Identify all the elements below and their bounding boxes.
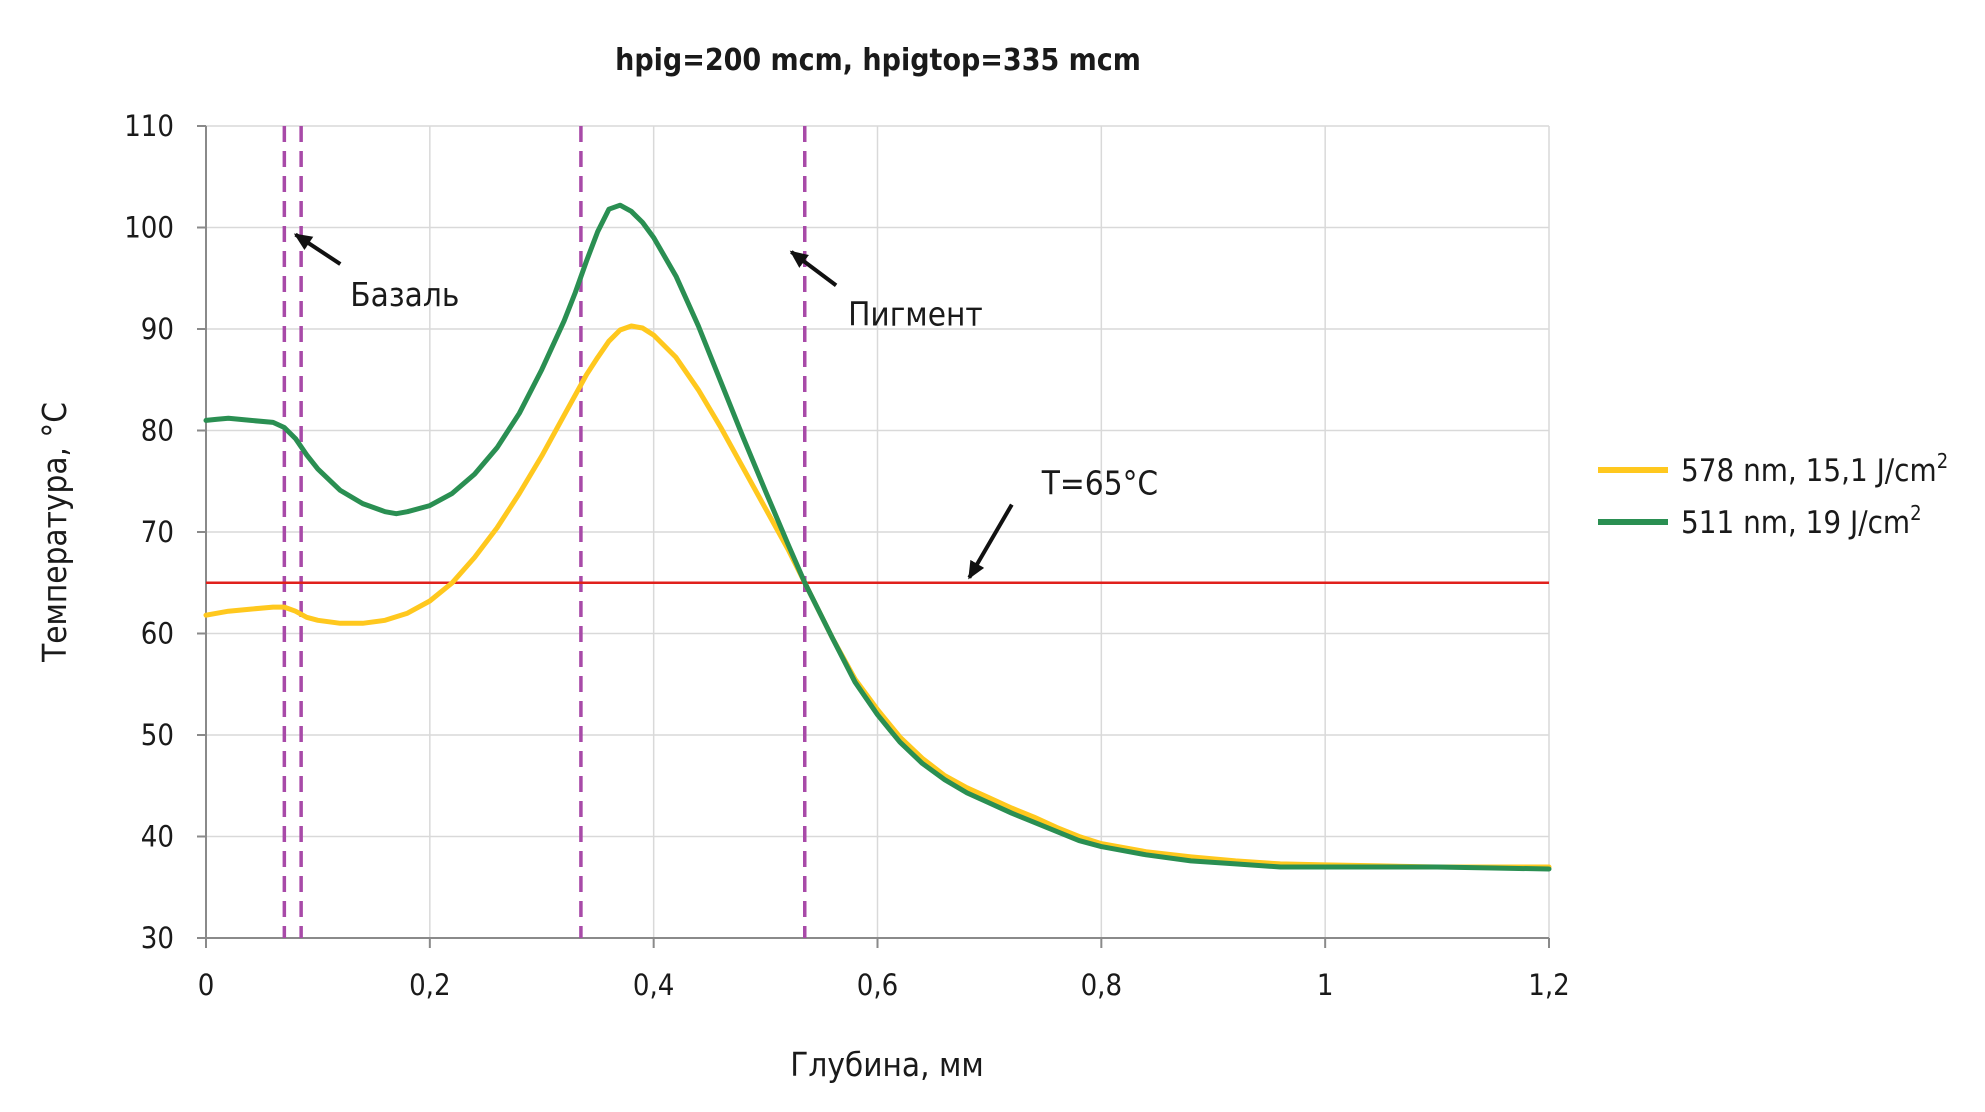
x-tick-label: 0 [198, 968, 215, 1002]
x-tick-label: 0,4 [633, 968, 674, 1002]
x-tick-label: 1 [1317, 968, 1334, 1002]
annotations: Базаль Пигмент T=65°C [293, 232, 1158, 580]
series-line-2 [203, 202, 1552, 872]
y-tick-label: 80 [141, 414, 174, 448]
annotation-label: Пигмент [848, 294, 983, 333]
y-tick-label: 110 [124, 109, 174, 143]
tick-labels: 30 40 50 60 70 80 90 100 110 0 0,2 0,4 0,6 0,8 1 1,2 [124, 109, 1570, 1002]
legend: 578 nm, 15,1 J/cm2 511 nm, 19 J/cm2 [1598, 449, 1948, 541]
annotation-arrow [293, 232, 342, 266]
chart-title: hpig=200 mcm, hpigtop=335 mcm [615, 43, 1141, 78]
x-tick-label: 0,6 [857, 968, 898, 1002]
x-tick-label: 0,8 [1081, 968, 1122, 1002]
grid-lines [206, 125, 1550, 938]
axes [197, 125, 1550, 948]
x-axis-label: Глубина, мм [790, 1045, 984, 1084]
series-line-1 [203, 323, 1552, 870]
y-axis-label: Температура, °С [35, 402, 74, 663]
annotation-arrow [789, 250, 838, 287]
x-tick-label: 1,2 [1528, 968, 1569, 1002]
annotation-arrow [967, 503, 1014, 580]
legend-label-1: 578 nm, 15,1 J/cm2 [1681, 449, 1948, 489]
y-tick-label: 100 [124, 211, 174, 245]
annotation-label: T=65°C [1041, 464, 1158, 503]
y-tick-label: 50 [141, 718, 174, 752]
y-tick-label: 30 [141, 921, 174, 955]
legend-label-2: 511 nm, 19 J/cm2 [1681, 501, 1922, 541]
x-tick-label: 0,2 [409, 968, 450, 1002]
y-tick-label: 90 [141, 312, 174, 346]
y-tick-label: 40 [141, 820, 174, 854]
annotation-label: Базаль [350, 275, 459, 314]
series-lines [203, 202, 1552, 872]
y-tick-label: 70 [141, 515, 174, 549]
y-tick-label: 60 [141, 617, 174, 651]
